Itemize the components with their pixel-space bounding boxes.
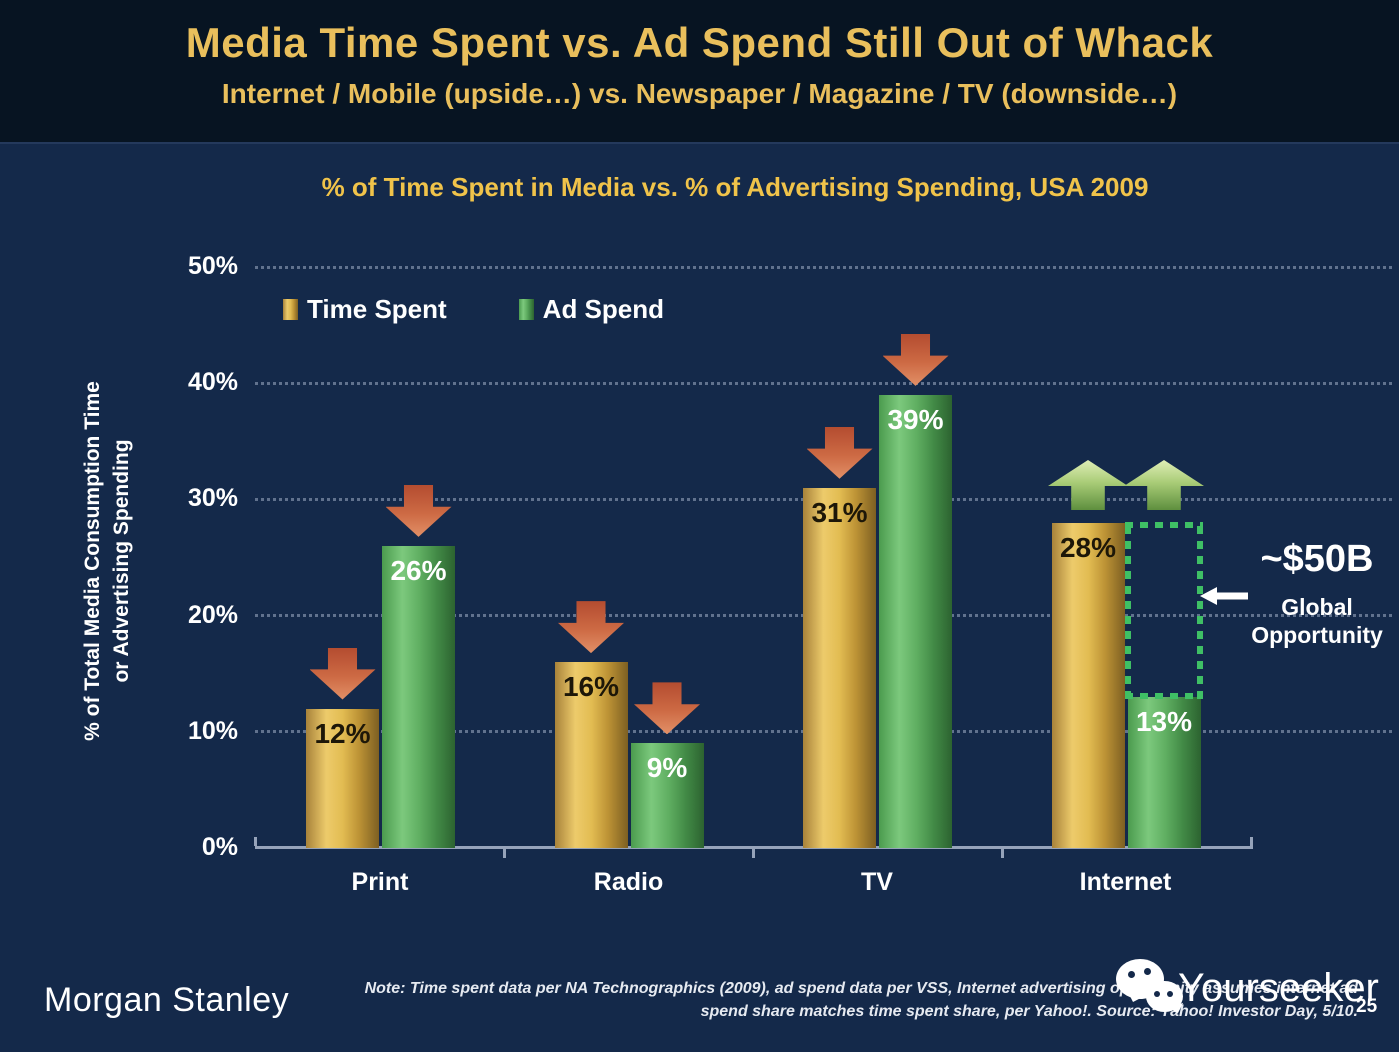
- legend-label-time-spent: Time Spent: [307, 294, 447, 324]
- x-axis-tick: [752, 849, 755, 858]
- chart-legend: Time Spent Ad Spend: [283, 294, 664, 325]
- bar-value-label: 39%: [887, 403, 944, 435]
- opportunity-label-line2: Opportunity: [1251, 622, 1383, 648]
- x-axis-tick: [1250, 837, 1253, 846]
- down-arrow-icon: [558, 601, 624, 654]
- down-arrow-icon: [385, 484, 452, 537]
- legend-label-ad-spend: Ad Spend: [542, 294, 665, 324]
- category-label-print: Print: [351, 868, 409, 896]
- x-axis-line: [255, 846, 1253, 849]
- x-axis-tick: [1001, 849, 1004, 858]
- bubble-eye: [1128, 971, 1135, 978]
- wechat-icon: [1112, 957, 1189, 1024]
- slide-subtitle: Internet / Mobile (upside…) vs. Newspape…: [221, 78, 1178, 109]
- chat-bubble-small: [1146, 981, 1183, 1012]
- bubble-eye: [1144, 968, 1151, 975]
- source-note: Note: Time spent data per NA Technograph…: [300, 977, 1358, 1023]
- category-label-internet: Internet: [1079, 868, 1172, 896]
- source-note-line2: spend share matches time spent share, pe…: [700, 1003, 1358, 1020]
- bubble-eye: [1154, 991, 1160, 997]
- bar-value-label: 12%: [314, 717, 371, 749]
- y-tick-label: 50%: [187, 252, 238, 280]
- bar-internet-ad-spend: 13%: [1127, 696, 1201, 848]
- y-tick-label: 10%: [187, 716, 238, 745]
- time-spent-swatch-icon: [283, 299, 298, 320]
- bar-print-ad-spend: 26%: [382, 545, 455, 848]
- up-arrow-icon: [1048, 460, 1128, 510]
- opportunity-gap-box: [1125, 522, 1203, 699]
- slide-header: Media Time Spent vs. Ad Spend Still Out …: [0, 0, 1399, 144]
- bar-radio-ad-spend: 9%: [630, 743, 704, 848]
- down-arrow-icon: [882, 333, 949, 386]
- bar-tv-ad-spend: 39%: [879, 394, 952, 848]
- bar-value-label: 13%: [1135, 705, 1193, 737]
- bar-value-label: 16%: [562, 671, 620, 703]
- category-label-radio: Radio: [593, 868, 664, 896]
- bar-value-label: 31%: [811, 496, 868, 528]
- down-arrow-icon: [806, 426, 873, 479]
- x-axis-tick: [254, 837, 257, 846]
- legend-item-time-spent: Time Spent: [283, 294, 447, 325]
- x-axis-tick: [503, 849, 506, 858]
- opportunity-value: ~$50B: [1260, 538, 1374, 580]
- source-note-line1: Note: Time spent data per NA Technograph…: [364, 980, 1358, 997]
- down-arrow-icon: [309, 647, 376, 700]
- bar-value-label: 9%: [646, 752, 688, 784]
- page-number: 25: [1356, 996, 1378, 1017]
- bar-value-label: 26%: [390, 554, 447, 586]
- y-tick-label: 0%: [201, 833, 238, 861]
- chart-title: % of Time Spent in Media vs. % of Advert…: [321, 172, 1149, 202]
- gridline-40%: [255, 381, 1392, 385]
- chat-bubble-large: [1116, 959, 1164, 999]
- left-arrow-icon: [1200, 585, 1248, 607]
- bubble-eye: [1167, 991, 1173, 997]
- morgan-stanley-logo: Morgan Stanley: [44, 981, 290, 1019]
- legend-item-ad-spend: Ad Spend: [518, 294, 665, 325]
- bar-print-time-spent: 12%: [306, 708, 379, 848]
- bar-tv-time-spent: 31%: [803, 487, 876, 848]
- slide-title: Media Time Spent vs. Ad Spend Still Out …: [185, 19, 1214, 66]
- y-tick-label: 30%: [187, 484, 238, 513]
- category-label-tv: TV: [861, 868, 893, 896]
- bar-radio-time-spent: 16%: [554, 662, 628, 848]
- down-arrow-icon: [634, 682, 700, 735]
- bar-value-label: 28%: [1059, 531, 1117, 563]
- ad-spend-swatch-icon: [518, 299, 534, 320]
- y-tick-label: 20%: [187, 600, 238, 629]
- opportunity-label-line1: Global: [1281, 594, 1353, 620]
- y-tick-label: 40%: [187, 368, 238, 397]
- up-arrow-icon: [1124, 460, 1204, 510]
- watermark-text: Yourseeker: [1178, 966, 1379, 1010]
- bar-internet-time-spent: 28%: [1051, 522, 1125, 848]
- gridline-50%: [255, 265, 1392, 269]
